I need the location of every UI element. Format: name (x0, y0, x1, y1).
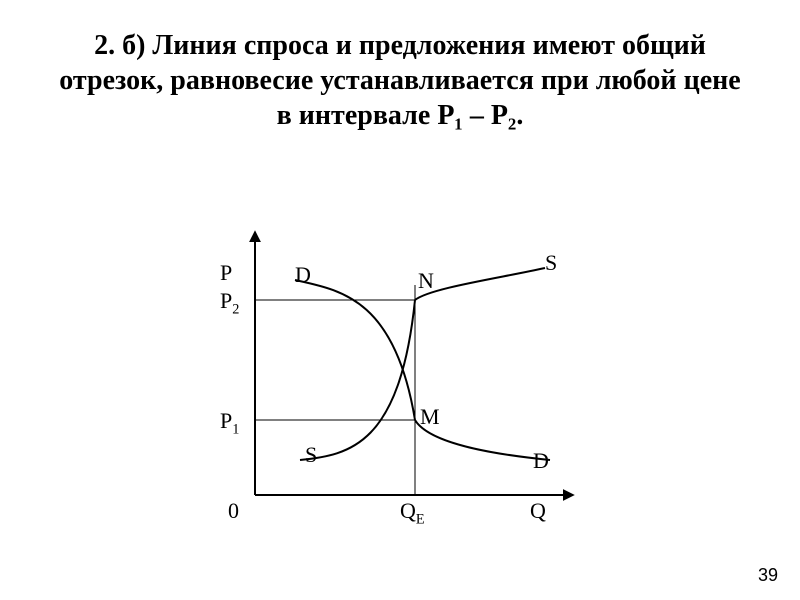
label-m: M (420, 404, 440, 430)
label-p1: P1 (220, 408, 239, 438)
slide-title: 2. б) Линия спроса и предложения имеют о… (50, 28, 750, 133)
page-number: 39 (758, 565, 778, 586)
title-text: 2. б) Линия спроса и предложения имеют о… (59, 30, 740, 131)
label-s-bot: S (305, 442, 317, 468)
label-p: P (220, 260, 232, 286)
label-d-top: D (295, 262, 311, 288)
label-n: N (418, 268, 434, 294)
label-zero: 0 (228, 498, 239, 524)
chart: P P2 P1 0 QE Q D S S D N M (200, 220, 600, 540)
slide: 2. б) Линия спроса и предложения имеют о… (0, 0, 800, 600)
s-curve (300, 268, 545, 460)
label-d-bot: D (533, 448, 549, 474)
label-p2: P2 (220, 288, 239, 318)
d-curve (295, 280, 550, 460)
label-s-top: S (545, 250, 557, 276)
chart-svg (200, 220, 600, 540)
label-qe: QE (400, 498, 425, 528)
label-q: Q (530, 498, 546, 524)
